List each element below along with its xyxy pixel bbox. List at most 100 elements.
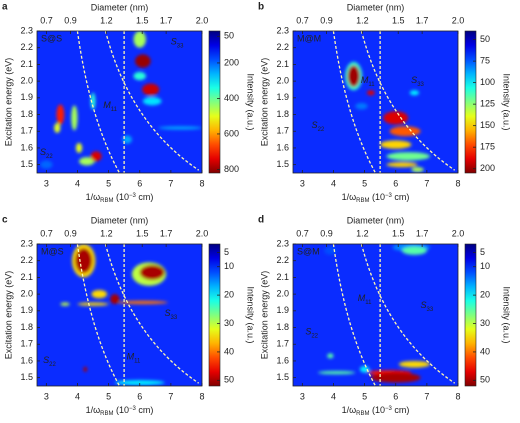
annotation-sub: 22	[318, 127, 325, 133]
x-label-main: 1/ω	[86, 192, 101, 202]
heatmap-spots	[317, 244, 430, 383]
inset-label: M@S	[41, 246, 64, 256]
plot-background	[37, 31, 202, 173]
plot-background	[293, 244, 458, 386]
annotation-sub: 11	[134, 358, 141, 364]
y-tick-label: 1.7	[20, 126, 33, 136]
x2-tick-label: 0.9	[64, 228, 77, 238]
y-tick-label: 2.1	[20, 59, 33, 69]
annotation: M11	[358, 294, 372, 306]
y-tick-label: 1.9	[276, 305, 289, 315]
guide-curve	[332, 244, 377, 386]
x-label-main: 1/ω	[342, 405, 357, 415]
x-label-end: cm)	[136, 192, 154, 202]
guide-curve	[104, 31, 200, 171]
colorbar-tick-label: 100	[480, 77, 495, 87]
x2-tick-label: 2.0	[196, 228, 209, 238]
y-tick-label: 1.8	[20, 109, 33, 119]
annotation-text: S	[305, 327, 311, 337]
panel: c 3 4 5 6 7 8 1/ωRBM (10−3 cm) 0.7 0.9 1.2 1.5 1.7 2.…	[2, 215, 256, 417]
intensity-spot	[122, 135, 132, 144]
heatmap-spots	[40, 31, 202, 169]
intensity-spot	[383, 111, 409, 125]
x2-tick-label: 0.7	[40, 228, 53, 238]
x2-tick-label: 1.5	[392, 15, 405, 25]
y-tick-label: 1.6	[276, 142, 289, 152]
x-tick-label: 8	[455, 391, 460, 401]
y-tick-label: 1.6	[20, 142, 33, 152]
colorbar-label: Intensity (a.u.)	[246, 286, 256, 343]
guide-curve	[332, 31, 377, 173]
intensity-spot	[158, 126, 202, 130]
colorbar-tick-label: 10	[224, 261, 234, 271]
intensity-spot	[359, 365, 370, 373]
intensity-spot	[133, 31, 146, 48]
y-tick-label: 2.3	[276, 238, 289, 248]
y-tick-label: 1.5	[20, 159, 33, 169]
intensity-spot	[411, 167, 424, 173]
annotation-text: M	[358, 294, 366, 304]
annotation-text: M	[361, 75, 369, 85]
y-tick-label: 1.7	[276, 339, 289, 349]
colorbar-tick-label: 75	[480, 55, 490, 65]
x-tick-label: 4	[331, 391, 336, 401]
x-tick-label: 8	[199, 178, 204, 188]
x-tick-label: 3	[300, 391, 305, 401]
intensity-spot	[133, 71, 146, 81]
intensity-spot	[40, 160, 53, 169]
colorbar-label: Intensity (a.u.)	[246, 73, 256, 130]
colorbar-tick-label: 50	[224, 375, 234, 385]
colorbar	[208, 243, 221, 387]
x2-tick-label: 1.7	[416, 228, 429, 238]
intensity-spot	[409, 90, 420, 96]
intensity-spot	[54, 122, 61, 133]
x2-tick-label: 2.0	[452, 228, 465, 238]
intensity-spot	[398, 360, 430, 368]
guide-curve	[360, 31, 456, 171]
x2-tick-label: 0.9	[64, 15, 77, 25]
x2-tick-label: 1.7	[160, 228, 173, 238]
x-label-sup: −3	[129, 193, 137, 199]
heatmap-spots	[345, 61, 430, 173]
x-tick-label: 7	[424, 391, 429, 401]
intensity-spot	[366, 90, 375, 96]
annotation-text: S	[312, 121, 318, 131]
intensity-spot	[380, 140, 412, 149]
annotation: S33	[165, 309, 178, 321]
x2-axis-label: Diameter (nm)	[91, 215, 149, 225]
intensity-spot	[327, 353, 334, 359]
plot-frame	[292, 30, 459, 174]
colorbar-tick-label: 200	[480, 163, 495, 173]
y-axis-label: Excitation energy (eV)	[3, 58, 13, 147]
y-tick-label: 2.2	[20, 255, 33, 265]
annotation-text: S	[171, 37, 177, 47]
y-tick-label: 2.3	[276, 25, 289, 35]
y-tick-label: 1.7	[20, 339, 33, 349]
annotation-text: S	[40, 147, 46, 157]
x-label-sup: −3	[385, 406, 393, 412]
intensity-spot	[386, 162, 418, 168]
annotation-sub: 11	[365, 300, 372, 306]
annotation: S22	[43, 355, 56, 367]
colorbar-label: Intensity (a.u.)	[502, 73, 512, 130]
x-tick-label: 4	[331, 178, 336, 188]
x2-tick-label: 2.0	[452, 15, 465, 25]
guide-curve	[76, 244, 121, 386]
intensity-spot	[56, 104, 65, 125]
guide-curve	[360, 244, 456, 384]
x-axis-label: 1/ωRBM (10−3 cm)	[86, 405, 154, 416]
annotation-sub: 33	[171, 315, 178, 321]
annotation: M11	[103, 101, 117, 113]
intensity-spot	[142, 83, 160, 96]
x-tick-label: 5	[362, 178, 367, 188]
colorbar-tick-label: 200	[224, 57, 239, 67]
inset-label: S@M	[297, 246, 320, 256]
x-tick-label: 6	[393, 178, 398, 188]
x-tick-label: 5	[106, 391, 111, 401]
x2-tick-label: 1.2	[356, 15, 369, 25]
panel: d 3 4 5 6 7 8 1/ωRBM (10−3 cm) 0.7 0.9 1.2 1.5 1.7 2.…	[258, 215, 512, 417]
annotation-sub: 22	[46, 154, 53, 160]
panel-letter: a	[2, 2, 8, 13]
y-tick-label: 1.6	[20, 355, 33, 365]
x-tick-label: 6	[137, 178, 142, 188]
